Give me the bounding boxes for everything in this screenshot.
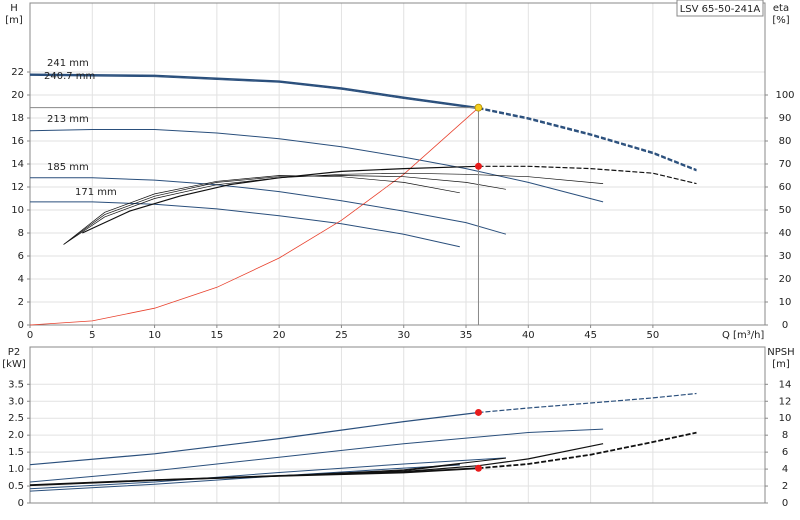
curve — [29, 463, 460, 486]
y2-tick-label: 0 — [782, 498, 788, 509]
curve-label: 171 mm — [75, 187, 117, 198]
y-tick-label: 8 — [18, 228, 24, 239]
curve — [30, 201, 460, 248]
x-tick-label: 35 — [460, 330, 473, 341]
curve — [478, 106, 697, 171]
x-axis-label: Q [m³/h] — [722, 330, 764, 341]
operating-point — [474, 162, 482, 170]
y-tick-label: 3.5 — [8, 379, 24, 390]
y2-tick-label: 0 — [782, 320, 788, 331]
y2-tick-label: 70 — [779, 159, 792, 170]
y-tick-label: 0 — [18, 320, 24, 331]
curve — [29, 73, 479, 109]
y2-tick-label: 12 — [779, 396, 792, 407]
y-tick-label: 3.0 — [8, 396, 24, 407]
y-tick-label: 2.5 — [8, 413, 24, 424]
y-tick-label: 1.0 — [8, 464, 24, 475]
y2-tick-label: 4 — [782, 464, 788, 475]
y-tick-label: 12 — [11, 182, 24, 193]
operating-point — [474, 408, 482, 416]
curve — [82, 165, 479, 234]
curve — [30, 177, 507, 235]
y-axis-label: P2 — [8, 347, 20, 358]
curve-label: 185 mm — [47, 162, 89, 173]
operating-point — [474, 464, 482, 472]
y-tick-label: 20 — [11, 90, 24, 101]
y-tick-label: 16 — [11, 136, 24, 147]
curve — [29, 457, 506, 490]
plot-frame — [29, 346, 766, 504]
x-tick-label: 5 — [89, 330, 95, 341]
y-axis-label: H — [10, 3, 18, 14]
y-tick-label: 2 — [18, 297, 24, 308]
y2-tick-label: 80 — [779, 136, 792, 147]
y2-tick-label: 10 — [779, 297, 792, 308]
y-tick-label: 0.5 — [8, 481, 24, 492]
y2-tick-label: 100 — [775, 90, 794, 101]
x-tick-label: 0 — [27, 330, 33, 341]
y2-axis-label: NPSH — [767, 347, 794, 358]
y2-axis-label: eta — [773, 3, 789, 14]
chart-title: LSV 65-50-241A — [680, 4, 761, 15]
curve — [29, 74, 479, 110]
y-tick-label: 6 — [18, 251, 24, 262]
curve — [63, 175, 506, 245]
y-tick-label: 2.0 — [8, 430, 24, 441]
curve-label: 240.7 mm — [44, 71, 95, 82]
y2-tick-label: 20 — [779, 274, 792, 285]
curve — [478, 431, 697, 470]
y-tick-label: 18 — [11, 113, 24, 124]
y2-tick-label: 10 — [779, 413, 792, 424]
y-axis-unit: [m] — [5, 15, 23, 26]
y2-axis-unit: [%] — [772, 15, 789, 26]
y2-tick-label: 40 — [779, 228, 792, 239]
x-tick-label: 25 — [335, 330, 348, 341]
x-tick-label: 10 — [148, 330, 161, 341]
curve — [29, 107, 479, 326]
y-tick-label: 14 — [11, 159, 24, 170]
curve-label: 241 mm — [47, 58, 89, 69]
y-tick-label: 1.5 — [8, 447, 24, 458]
x-tick-label: 45 — [584, 330, 597, 341]
y2-tick-label: 8 — [782, 430, 788, 441]
curve — [478, 108, 697, 172]
curve — [478, 392, 697, 414]
y2-axis-unit: [m] — [772, 359, 790, 370]
curve — [63, 175, 460, 245]
x-tick-label: 20 — [273, 330, 286, 341]
x-tick-label: 30 — [397, 330, 410, 341]
y2-tick-label: 30 — [779, 251, 792, 262]
y2-tick-label: 50 — [779, 205, 792, 216]
curve — [478, 165, 697, 185]
curve — [29, 411, 479, 466]
title-box — [676, 0, 764, 17]
y2-tick-label: 90 — [779, 113, 792, 124]
y2-tick-label: 60 — [779, 182, 792, 193]
y-axis-unit: [kW] — [2, 359, 26, 370]
y-tick-label: 0 — [18, 498, 24, 509]
y2-tick-label: 14 — [779, 379, 792, 390]
x-tick-label: 15 — [210, 330, 223, 341]
curve-label: 213 mm — [47, 114, 89, 125]
y-tick-label: 22 — [11, 67, 24, 78]
x-tick-label: 50 — [647, 330, 660, 341]
operating-point — [474, 103, 483, 112]
x-tick-label: 40 — [522, 330, 535, 341]
curve — [63, 172, 604, 245]
y2-tick-label: 6 — [782, 447, 788, 458]
curve — [29, 428, 604, 483]
y-tick-label: 10 — [11, 205, 24, 216]
y2-tick-label: 2 — [782, 481, 788, 492]
y-tick-label: 4 — [18, 274, 24, 285]
